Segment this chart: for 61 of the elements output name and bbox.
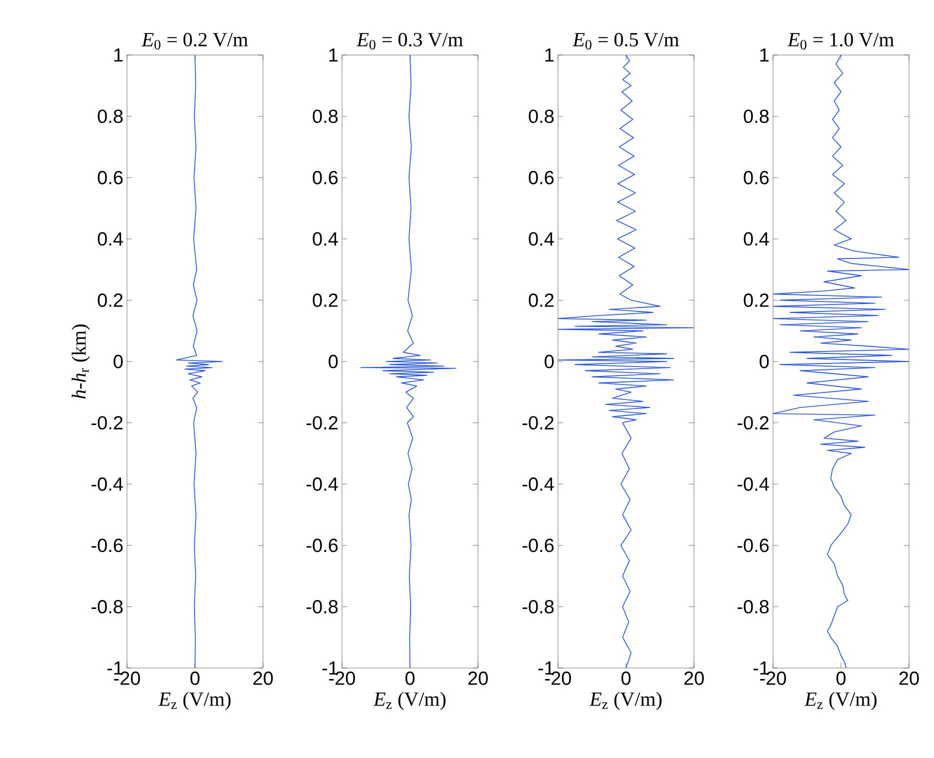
- y-tick-label: -0.4: [92, 477, 123, 491]
- y-tick-label: -0.6: [92, 538, 123, 552]
- y-tick-label: 0.4: [312, 232, 338, 246]
- y-tick-label: 1: [329, 48, 338, 62]
- y-tick-label: 0: [760, 354, 769, 368]
- y-tick-label: -0.2: [306, 416, 338, 430]
- y-tick-label: 0.2: [528, 293, 554, 307]
- y-tick-label: 0.8: [98, 110, 123, 124]
- y-tick-label: 0.6: [312, 170, 338, 184]
- x-tick-label: 20: [253, 672, 273, 685]
- x-tick-label: 0: [405, 672, 415, 685]
- y-tick-label: -0.8: [738, 600, 769, 614]
- x-tick-label: 0: [836, 672, 846, 685]
- y-tick-label: -0.4: [306, 477, 338, 491]
- x-axis-title: E$_{z}$ (V/m): [158, 692, 231, 710]
- y-tick-label: 0.8: [528, 110, 554, 124]
- y-tick-label: 1: [545, 48, 554, 62]
- y-tick-label: 0.2: [98, 293, 123, 307]
- x-tick-label: 0: [190, 672, 200, 685]
- y-tick-label: -0.2: [92, 416, 123, 430]
- line-series: [360, 54, 456, 668]
- y-tick-label: -0.8: [92, 600, 123, 614]
- x-axis-title: E$_{z}$ (V/m): [804, 692, 877, 710]
- chart-title: E$_{0}$ = 0.2 V/m: [141, 32, 248, 50]
- line-series: [176, 54, 223, 668]
- y-tick-label: -0.6: [522, 538, 554, 552]
- y-tick-label: 0: [114, 354, 123, 368]
- y-tick-label: -0.4: [738, 477, 769, 491]
- x-tick-label: 20: [899, 672, 919, 685]
- y-axis-title: h-h$_{r}$ (km): [72, 324, 90, 399]
- x-tick-label: 0: [621, 672, 631, 685]
- chart-title: E$_{0}$ = 1.0 V/m: [787, 32, 894, 50]
- y-tick-label: -0.4: [522, 477, 554, 491]
- y-tick-label: 0.2: [312, 293, 338, 307]
- y-tick-label: 0.8: [744, 110, 769, 124]
- line-series: [773, 54, 910, 668]
- y-tick-label: 0.4: [528, 232, 554, 246]
- y-tick-label: 0.2: [744, 293, 769, 307]
- y-tick-label: -0.2: [738, 416, 769, 430]
- x-axis-title: E$_{z}$ (V/m): [373, 692, 446, 710]
- y-tick-label: -0.8: [306, 600, 338, 614]
- y-tick-label: 0: [328, 354, 338, 368]
- y-tick-label: 0.8: [312, 110, 338, 124]
- chart-title: E$_{0}$ = 0.5 V/m: [572, 32, 679, 50]
- y-tick-label: -0.6: [738, 538, 769, 552]
- y-tick-label: 0.4: [98, 232, 123, 246]
- y-tick-label: 0.6: [528, 170, 554, 184]
- y-tick-label: 1: [760, 48, 769, 62]
- x-tick-label: 20: [468, 672, 488, 685]
- y-tick-label: -0.6: [306, 538, 338, 552]
- chart-title: E$_{0}$ = 0.3 V/m: [356, 32, 463, 50]
- y-tick-label: 1: [114, 48, 123, 62]
- y-tick-label: -0.2: [522, 416, 554, 430]
- y-tick-label: 0.4: [744, 232, 769, 246]
- line-series: [558, 54, 694, 668]
- x-axis-title: E$_{z}$ (V/m): [589, 692, 662, 710]
- x-tick-label: 20: [684, 672, 704, 685]
- y-tick-label: 0.6: [744, 170, 769, 184]
- y-tick-label: 0: [544, 354, 554, 368]
- y-tick-label: 0.6: [98, 170, 123, 184]
- y-tick-label: -0.8: [522, 600, 554, 614]
